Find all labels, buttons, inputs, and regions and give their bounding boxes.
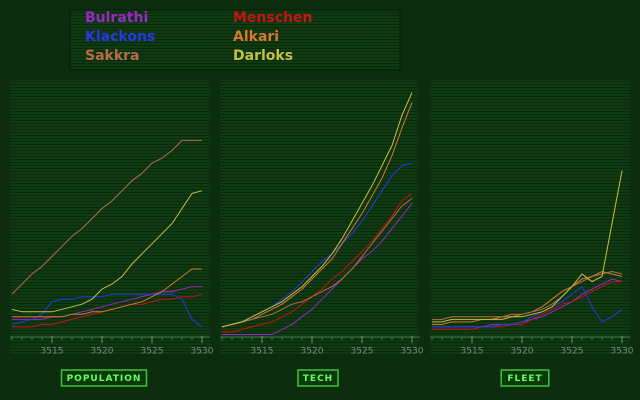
panel (10, 80, 210, 355)
legend-entry: Bulrathi (85, 10, 148, 26)
legend-entry: Darloks (233, 48, 293, 64)
series-line (11, 190, 203, 313)
series-line (222, 193, 413, 333)
legend-entry: Menschen (233, 10, 312, 26)
x-tick-label: 3520 (301, 347, 324, 357)
legend-entry: Alkari (233, 29, 279, 45)
x-tick-label: 3530 (611, 347, 634, 357)
x-tick-label: 3520 (91, 347, 114, 357)
series-line (432, 270, 623, 320)
series-line (432, 170, 623, 323)
x-tick-label: 3525 (351, 347, 374, 357)
x-tick-label: 3515 (251, 347, 274, 357)
series-line (11, 139, 202, 295)
panel (430, 80, 630, 355)
x-tick-label: 3530 (401, 347, 424, 357)
series-line (222, 203, 413, 335)
x-tick-label: 3520 (511, 347, 534, 357)
x-tick-label: 3530 (191, 347, 214, 357)
series-line (432, 281, 622, 330)
panel (220, 80, 418, 355)
series-line (221, 92, 413, 328)
x-tick-label: 3515 (41, 347, 64, 357)
chart-button[interactable] (60, 369, 148, 387)
chart-button-label[interactable]: POPULATION (67, 374, 142, 384)
legend-entry: Klackons (85, 29, 155, 45)
chart-button-label[interactable]: FLEET (507, 374, 542, 384)
series-line (432, 285, 623, 328)
x-tick-label: 3525 (561, 347, 584, 357)
series-line (12, 268, 202, 318)
chart-button[interactable] (500, 369, 550, 387)
series-line (12, 286, 202, 320)
x-tick-label: 3515 (461, 347, 484, 357)
legend-box (69, 9, 401, 71)
series-line (221, 198, 413, 328)
chart-button[interactable] (297, 369, 339, 387)
x-tick-label: 3525 (141, 347, 164, 357)
chart-button-label[interactable]: TECH (303, 374, 333, 384)
legend-entry: Sakkra (85, 48, 140, 64)
